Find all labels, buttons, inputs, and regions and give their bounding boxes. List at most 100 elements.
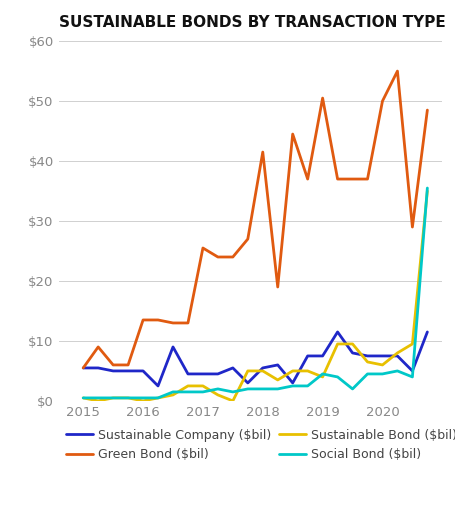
Green Bond ($bil)	[259, 149, 265, 155]
Green Bond ($bil)	[379, 98, 384, 104]
Green Bond ($bil)	[289, 131, 295, 137]
Sustainable Bond ($bil)	[110, 395, 116, 401]
Sustainable Company ($bil)	[140, 368, 146, 374]
Green Bond ($bil)	[140, 317, 146, 323]
Sustainable Company ($bil)	[424, 329, 429, 335]
Sustainable Company ($bil)	[185, 371, 190, 377]
Social Bond ($bil)	[394, 368, 399, 374]
Social Bond ($bil)	[334, 374, 339, 380]
Social Bond ($bil)	[289, 383, 295, 389]
Sustainable Bond ($bil)	[244, 368, 250, 374]
Sustainable Bond ($bil)	[259, 368, 265, 374]
Sustainable Bond ($bil)	[304, 368, 310, 374]
Social Bond ($bil)	[170, 389, 175, 395]
Green Bond ($bil)	[155, 317, 161, 323]
Green Bond ($bil)	[81, 365, 86, 371]
Line: Sustainable Bond ($bil): Sustainable Bond ($bil)	[83, 191, 426, 401]
Social Bond ($bil)	[215, 386, 220, 392]
Social Bond ($bil)	[319, 371, 324, 377]
Social Bond ($bil)	[230, 389, 235, 395]
Sustainable Company ($bil)	[304, 353, 310, 359]
Sustainable Company ($bil)	[125, 368, 131, 374]
Sustainable Company ($bil)	[409, 368, 414, 374]
Sustainable Company ($bil)	[349, 350, 354, 356]
Sustainable Company ($bil)	[379, 353, 384, 359]
Green Bond ($bil)	[95, 344, 101, 350]
Green Bond ($bil)	[304, 176, 310, 182]
Green Bond ($bil)	[215, 254, 220, 260]
Line: Green Bond ($bil): Green Bond ($bil)	[83, 71, 426, 368]
Sustainable Bond ($bil)	[334, 341, 339, 347]
Green Bond ($bil)	[110, 362, 116, 368]
Social Bond ($bil)	[244, 386, 250, 392]
Sustainable Company ($bil)	[394, 353, 399, 359]
Social Bond ($bil)	[140, 395, 146, 401]
Sustainable Company ($bil)	[170, 344, 175, 350]
Green Bond ($bil)	[349, 176, 354, 182]
Sustainable Company ($bil)	[259, 365, 265, 371]
Social Bond ($bil)	[364, 371, 369, 377]
Line: Social Bond ($bil): Social Bond ($bil)	[83, 188, 426, 398]
Sustainable Company ($bil)	[230, 365, 235, 371]
Sustainable Bond ($bil)	[215, 392, 220, 398]
Green Bond ($bil)	[200, 245, 205, 251]
Social Bond ($bil)	[304, 383, 310, 389]
Sustainable Bond ($bil)	[274, 377, 280, 383]
Sustainable Bond ($bil)	[170, 392, 175, 398]
Sustainable Bond ($bil)	[125, 395, 131, 401]
Text: SUSTAINABLE BONDS BY TRANSACTION TYPE: SUSTAINABLE BONDS BY TRANSACTION TYPE	[59, 15, 445, 30]
Green Bond ($bil)	[409, 224, 414, 230]
Sustainable Company ($bil)	[274, 362, 280, 368]
Sustainable Company ($bil)	[95, 365, 101, 371]
Social Bond ($bil)	[259, 386, 265, 392]
Social Bond ($bil)	[200, 389, 205, 395]
Sustainable Company ($bil)	[215, 371, 220, 377]
Sustainable Bond ($bil)	[379, 362, 384, 368]
Sustainable Bond ($bil)	[230, 398, 235, 404]
Sustainable Bond ($bil)	[289, 368, 295, 374]
Sustainable Company ($bil)	[155, 383, 161, 389]
Sustainable Company ($bil)	[364, 353, 369, 359]
Sustainable Bond ($bil)	[185, 383, 190, 389]
Sustainable Bond ($bil)	[409, 341, 414, 347]
Sustainable Bond ($bil)	[394, 350, 399, 356]
Sustainable Bond ($bil)	[155, 395, 161, 401]
Line: Sustainable Company ($bil): Sustainable Company ($bil)	[83, 332, 426, 386]
Sustainable Company ($bil)	[81, 365, 86, 371]
Social Bond ($bil)	[95, 395, 101, 401]
Sustainable Company ($bil)	[200, 371, 205, 377]
Green Bond ($bil)	[125, 362, 131, 368]
Green Bond ($bil)	[319, 95, 324, 101]
Green Bond ($bil)	[364, 176, 369, 182]
Green Bond ($bil)	[424, 107, 429, 113]
Sustainable Bond ($bil)	[95, 398, 101, 404]
Social Bond ($bil)	[155, 395, 161, 401]
Legend: Sustainable Company ($bil), Green Bond ($bil), Sustainable Bond ($bil), Social B: Sustainable Company ($bil), Green Bond (…	[66, 429, 455, 461]
Green Bond ($bil)	[334, 176, 339, 182]
Social Bond ($bil)	[274, 386, 280, 392]
Social Bond ($bil)	[409, 374, 414, 380]
Sustainable Bond ($bil)	[81, 395, 86, 401]
Green Bond ($bil)	[170, 320, 175, 326]
Green Bond ($bil)	[230, 254, 235, 260]
Sustainable Bond ($bil)	[319, 374, 324, 380]
Sustainable Bond ($bil)	[364, 359, 369, 365]
Social Bond ($bil)	[379, 371, 384, 377]
Sustainable Company ($bil)	[334, 329, 339, 335]
Sustainable Bond ($bil)	[424, 188, 429, 194]
Social Bond ($bil)	[125, 395, 131, 401]
Green Bond ($bil)	[244, 236, 250, 242]
Social Bond ($bil)	[185, 389, 190, 395]
Sustainable Company ($bil)	[289, 380, 295, 386]
Sustainable Bond ($bil)	[349, 341, 354, 347]
Sustainable Company ($bil)	[110, 368, 116, 374]
Social Bond ($bil)	[424, 185, 429, 191]
Social Bond ($bil)	[81, 395, 86, 401]
Green Bond ($bil)	[394, 68, 399, 74]
Social Bond ($bil)	[349, 386, 354, 392]
Sustainable Bond ($bil)	[140, 398, 146, 404]
Sustainable Company ($bil)	[319, 353, 324, 359]
Green Bond ($bil)	[274, 284, 280, 290]
Sustainable Company ($bil)	[244, 380, 250, 386]
Green Bond ($bil)	[185, 320, 190, 326]
